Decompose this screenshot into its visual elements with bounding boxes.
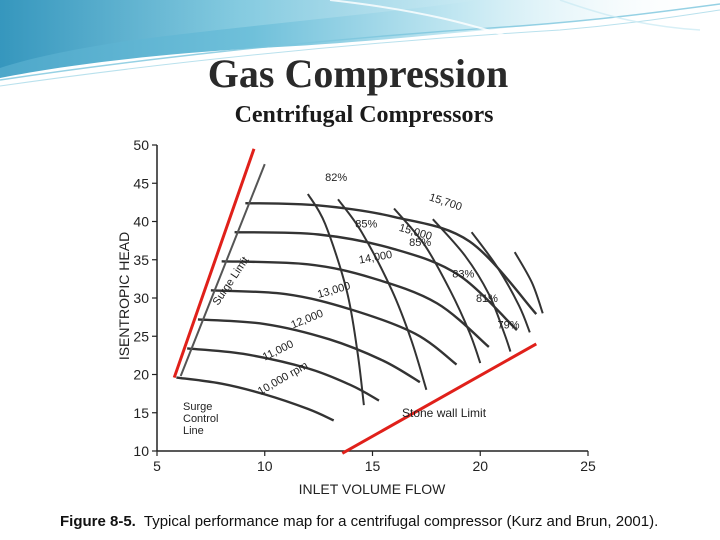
y-axis-label: ISENTROPIC HEAD (116, 232, 132, 360)
curve-label: 14,000 (358, 249, 393, 267)
efficiency-line (337, 198, 428, 391)
speed-line (221, 260, 490, 348)
y-tick-label: 50 (133, 137, 149, 153)
y-tick-label: 35 (133, 252, 149, 268)
x-tick-label: 20 (472, 458, 488, 474)
curve-label: 15,700 (428, 192, 464, 214)
stone-wall-limit-line (341, 342, 538, 455)
speed-line (176, 376, 335, 422)
y-tick-label: 15 (133, 405, 149, 421)
curve-label: 85% (409, 237, 431, 249)
efficiency-line (432, 218, 512, 352)
curve-label: 12,000 (289, 308, 325, 332)
slide-title: Gas Compression (207, 51, 509, 96)
x-tick-label: 5 (153, 458, 161, 474)
y-tick-label: 20 (133, 367, 149, 383)
x-tick-label: 15 (365, 458, 381, 474)
header-banner (0, 0, 720, 87)
efficiency-line (393, 207, 482, 364)
figure-caption: Figure 8-5. Typical performance map for a… (60, 513, 720, 530)
slide-subtitle: Centrifugal Compressors (234, 102, 494, 128)
x-axis-label: INLET VOLUME FLOW (299, 481, 447, 497)
curve-label: 85% (355, 219, 377, 231)
y-tick-label: 30 (133, 290, 149, 306)
efficiency-line (306, 193, 365, 406)
stone-wall-limit-label: Stone wall Limit (402, 406, 487, 420)
surge-limit-label: Surge Limit (211, 255, 252, 308)
curve-label: 82% (325, 172, 347, 184)
speed-line (245, 201, 538, 315)
figure-number: Figure 8-5. (60, 513, 136, 530)
surge-limit-line (172, 148, 256, 379)
y-tick-label: 40 (133, 214, 149, 230)
figure-caption-text: Typical performance map for a centrifuga… (143, 513, 659, 530)
y-tick-label: 45 (133, 175, 149, 191)
speed-line (187, 347, 380, 402)
surge-control-line (179, 163, 266, 377)
y-tick-label: 25 (133, 328, 149, 344)
efficiency-line (470, 231, 531, 333)
efficiency-line (513, 251, 544, 314)
curve-label: 81% (476, 293, 498, 305)
curve-label: 13,000 (316, 280, 352, 301)
curve-label: 10,000 rpm (256, 360, 310, 398)
y-tick-label: 10 (133, 443, 149, 459)
speed-line (197, 318, 421, 384)
speed-line (234, 231, 518, 332)
curve-label: 79% (497, 320, 519, 332)
x-tick-label: 10 (257, 458, 273, 474)
surge-control-label: Surge (183, 401, 212, 413)
speed-line (210, 289, 458, 366)
x-tick-label: 25 (580, 458, 596, 474)
surge-control-label: Control (183, 413, 218, 425)
surge-control-label: Line (183, 425, 204, 437)
curve-label: 83% (452, 268, 474, 280)
